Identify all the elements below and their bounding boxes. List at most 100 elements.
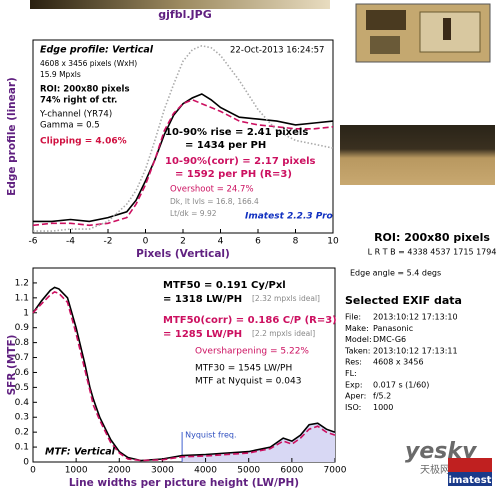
thumbnail [355, 3, 491, 63]
annotation: = 1285 LW/PH [163, 329, 242, 340]
annotation: Y-channel (YR74) [39, 110, 112, 120]
exif-key: Exp: [345, 380, 363, 389]
exif-key: ISO: [345, 403, 361, 412]
annotation: [2.32 mpxls ideal] [252, 294, 320, 303]
x-tick-label: 7000 [324, 466, 347, 476]
x-axis-label: Line widths per picture height (LW/PH) [69, 477, 299, 489]
y-tick-label: 0.9 [15, 323, 30, 333]
x-tick-label: 1000 [65, 466, 88, 476]
exif-value: 2013:10:12 17:13:11 [373, 346, 458, 355]
y-tick-label: 0.8 [15, 338, 30, 348]
annotation: Oversharpening = 5.22% [195, 347, 309, 357]
mtf-chart: Nyquist freq. 0 1000 2000 3000 4000 5000 6000 70… [6, 267, 347, 489]
annotation: MTF50 = 0.191 Cy/Pxl [163, 280, 286, 291]
y-tick-label: 1.1 [15, 293, 29, 303]
series-line [32, 286, 336, 462]
x-tick-label: 6000 [280, 466, 303, 476]
exif-value: DMC-G6 [373, 335, 406, 344]
y-tick-label: 0.5 [15, 383, 29, 393]
beyond-nyquist-area [182, 423, 335, 462]
annotation: [2.2 mpxls ideal] [252, 329, 315, 338]
image-strip [30, 0, 330, 9]
x-tick-label: 8 [293, 237, 299, 247]
series-line [32, 291, 336, 462]
annotation: Gamma = 0.5 [40, 121, 100, 131]
x-tick-label: 0 [30, 466, 36, 476]
y-tick-label: 0.1 [15, 443, 29, 453]
annotation: 10-90% rise = 2.41 pixels [165, 127, 308, 138]
y-tick-label: 0 [23, 458, 29, 468]
edge-chart: -6 -4 -2 0 2 4 6 8 10 Edge profile: Vertical Pixel… [6, 39, 339, 260]
x-tick-label: 5000 [237, 466, 260, 476]
series-line [32, 98, 334, 227]
exif-value: 1000 [373, 403, 393, 412]
exif-key: Aper: [345, 392, 366, 401]
annotation: 22-Oct-2013 16:24:57 [230, 46, 324, 56]
annotation: 74% right of ctr. [40, 96, 117, 106]
exif-value: 4608 x 3456 [373, 358, 424, 367]
y-tick-label: 0.7 [15, 353, 29, 363]
exif-value: 0.017 s (1/60) [373, 380, 429, 389]
x-axis-label: Pixels (Vertical) [136, 248, 230, 260]
y-tick-label: 0.2 [15, 428, 29, 438]
y-axis-label: Edge profile (linear) [6, 77, 18, 196]
annotation: = 1592 per PH (R=3) [175, 169, 292, 180]
annotation: MTF30 = 1545 LW/PH [195, 364, 292, 374]
y-axis-label: SFR (MTF) [6, 335, 18, 396]
roi-crop [340, 125, 495, 185]
y-tick-label: 1 [23, 308, 29, 318]
exif-value: f/5.2 [373, 392, 391, 401]
roi-title: ROI: 200x80 pixels [374, 231, 490, 244]
x-tick-label: -4 [66, 237, 75, 247]
exif-key: Res: [345, 358, 362, 367]
annotation: = 1434 per PH [185, 140, 266, 151]
exif-key: File: [345, 313, 361, 322]
chart-title: MTF: Vertical [45, 447, 116, 458]
edge-angle: Edge angle = 5.4 degs [350, 269, 441, 278]
plot-frame [32, 39, 334, 234]
annotation: 10-90%(corr) = 2.17 pixels [165, 156, 316, 167]
x-tick-label: 2000 [108, 466, 131, 476]
annotation: = 1318 LW/PH [163, 294, 242, 305]
file-title: gjfbl.JPG [158, 8, 211, 21]
series-line [33, 44, 334, 232]
annotation: Dk, lt lvls = 16.8, 166.4 [170, 197, 259, 206]
exif-title: Selected EXIF data [345, 294, 462, 307]
x-tick-label: 4000 [194, 466, 217, 476]
series-line [33, 93, 334, 223]
exif-value: 2013:10:12 17:13:10 [373, 313, 458, 322]
x-tick-label: -2 [104, 237, 113, 247]
exif-list: File: 2013:10:12 17:13:10 Make: PanasonicMo… [344, 313, 458, 412]
annotation: Lt/dk = 9.92 [170, 209, 217, 218]
chart-title: Edge profile: Vertical [40, 45, 154, 56]
logo-box [448, 472, 492, 486]
annotation: 4608 x 3456 pixels (WxH) [40, 59, 137, 68]
x-tick-label: 10 [327, 237, 339, 247]
x-tick-label: -6 [29, 237, 38, 247]
y-tick-label: 1.2 [15, 278, 29, 288]
site-cn: 天极网 [420, 463, 450, 476]
logo-flag [448, 458, 492, 472]
x-tick-label: 2 [180, 237, 186, 247]
product-logo: imatest [449, 475, 492, 486]
exif-key: FL: [345, 369, 357, 378]
x-tick-label: 4 [218, 237, 224, 247]
exif-key: Make: [345, 324, 369, 333]
annotation: Overshoot = 24.7% [170, 185, 254, 195]
x-tick-label: 0 [143, 237, 149, 247]
exif-value: Panasonic [373, 324, 413, 333]
y-tick-label: 0.3 [15, 413, 29, 423]
annotation: ROI: 200x80 pixels [40, 85, 130, 95]
annotation: MTF at Nyquist = 0.043 [195, 377, 301, 387]
annotation: MTF50(corr) = 0.186 C/P (R=3) [163, 315, 337, 326]
annotation: 15.9 Mpxls [40, 70, 81, 79]
x-tick-label: 6 [255, 237, 261, 247]
annotation: Clipping = 4.06% [40, 137, 127, 147]
exif-key: Taken: [344, 346, 371, 355]
nyquist-label: Nyquist freq. [185, 431, 236, 440]
x-tick-label: 3000 [151, 466, 174, 476]
roi-coords: L R T B = 4338 4537 1715 1794 [368, 248, 497, 257]
y-tick-label: 0.6 [15, 368, 30, 378]
exif-key: Model: [345, 335, 372, 344]
